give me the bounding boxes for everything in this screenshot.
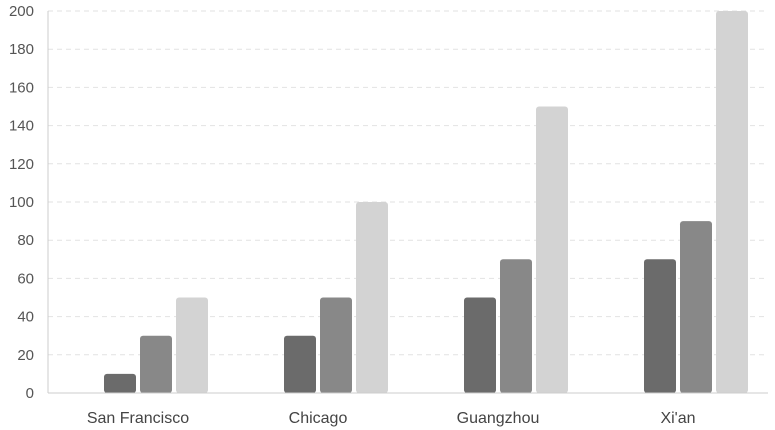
bar-guangzhou-series-1: [464, 297, 496, 393]
bar-chicago-series-2: [320, 297, 352, 393]
y-tick-label: 120: [9, 156, 34, 173]
y-tick-label: 40: [17, 309, 34, 326]
bar-chicago-series-3: [356, 202, 388, 393]
gridlines: [48, 10, 768, 356]
bar-san-francisco-series-1: [104, 373, 136, 393]
bar-san-francisco-series-2: [140, 335, 172, 393]
y-tick-label: 60: [17, 270, 34, 287]
bar-xi-an-series-2: [680, 221, 712, 393]
y-tick-label: 180: [9, 41, 34, 58]
y-tick-label: 100: [9, 194, 34, 211]
y-tick-label: 80: [17, 232, 34, 249]
bar-xi-an-series-3: [716, 11, 748, 393]
bars: [104, 11, 748, 393]
y-tick-label: 200: [9, 3, 34, 20]
x-axis-ticks: San Francisco Chicago Guangzhou Xi'an: [87, 410, 696, 427]
y-tick-label: 20: [17, 347, 34, 364]
bar-guangzhou-series-2: [500, 259, 532, 393]
x-tick-label: Chicago: [289, 410, 348, 427]
y-axis-ticks: 0 20 40 60 80 100 120 140 160 180 200: [9, 3, 34, 402]
y-tick-label: 160: [9, 79, 34, 96]
bar-chicago-series-1: [284, 335, 316, 393]
x-tick-label: San Francisco: [87, 410, 189, 427]
bar-xi-an-series-1: [644, 259, 676, 393]
y-tick-label: 0: [26, 385, 34, 402]
bar-san-francisco-series-3: [176, 297, 208, 393]
bar-guangzhou-series-3: [536, 106, 568, 393]
y-tick-label: 140: [9, 118, 34, 135]
x-tick-label: Guangzhou: [457, 410, 540, 427]
x-tick-label: Xi'an: [660, 410, 695, 427]
